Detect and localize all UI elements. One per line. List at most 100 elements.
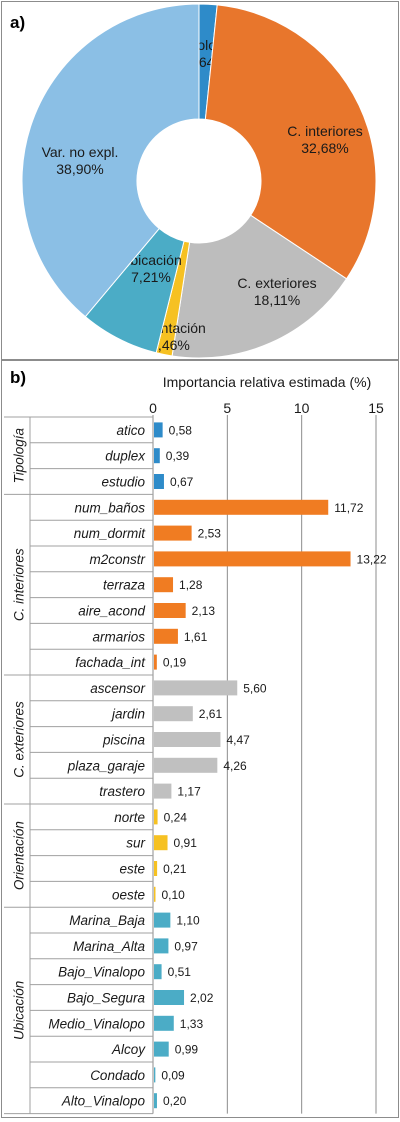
bar (154, 499, 329, 515)
data-label: 4,26 (223, 759, 247, 773)
category-label: norte (114, 810, 145, 825)
bar (154, 706, 193, 722)
category-label: Medio_Vinalopo (48, 1016, 145, 1031)
group-label: Ubicación (12, 981, 27, 1040)
data-label: 2,61 (199, 707, 223, 721)
data-label: 0,09 (161, 1068, 185, 1082)
panel-a: a) Tipología 1,64% C. interiores 32,68% C. ex… (1, 1, 399, 360)
category-label: Bajo_Vinalopo (58, 965, 145, 980)
data-label: 1,17 (177, 785, 201, 799)
bar (154, 964, 162, 980)
data-label: 1,61 (184, 630, 208, 644)
category-label: fachada_int (75, 655, 146, 670)
group-label: Orientación (12, 821, 27, 890)
data-label: 0,99 (175, 1043, 199, 1057)
bar (154, 474, 164, 489)
x-tick-label: 0 (149, 400, 157, 416)
bar (154, 757, 218, 773)
category-label: aire_acond (78, 604, 145, 619)
slice-value-label: 1,46% (150, 337, 190, 353)
chart-title: Importancia relativa estimada (%) (163, 374, 372, 390)
bar (154, 1093, 157, 1109)
bar (154, 861, 158, 876)
data-label: 1,10 (176, 914, 200, 928)
category-label: num_dormit (74, 526, 147, 541)
category-label: Marina_Baja (69, 913, 145, 928)
bar (154, 1067, 156, 1083)
bar (154, 603, 186, 618)
category-label: este (119, 862, 145, 877)
category-label: sur (126, 836, 145, 851)
bar (154, 448, 160, 464)
bar (154, 1015, 174, 1031)
bar (154, 1041, 169, 1057)
pie-slice (171, 214, 348, 359)
group-label: Tipología (12, 428, 27, 484)
category-label: trastero (99, 784, 145, 799)
data-label: 1,28 (179, 578, 203, 592)
data-label: 0,97 (174, 939, 198, 953)
slice-name-label: C. interiores (287, 123, 362, 139)
category-label: Alcoy (111, 1042, 146, 1057)
data-label: 0,67 (170, 475, 194, 489)
group-label: C. interiores (12, 548, 27, 621)
data-label: 0,58 (169, 423, 193, 437)
data-label: 0,91 (174, 836, 198, 850)
bar (154, 654, 157, 670)
bar (154, 938, 169, 954)
bar (154, 680, 238, 696)
data-label: 2,13 (192, 604, 216, 618)
category-label: atico (116, 423, 145, 438)
category-label: m2constr (89, 552, 145, 567)
category-label: plaza_garaje (67, 758, 145, 773)
data-label: 0,51 (168, 965, 192, 979)
data-label: 0,39 (166, 449, 190, 463)
x-tick-label: 5 (223, 400, 231, 416)
x-tick-label: 15 (368, 400, 384, 416)
category-label: terraza (103, 578, 146, 593)
category-label: piscina (102, 733, 146, 748)
data-label: 4,47 (226, 733, 250, 747)
data-label: 1,33 (180, 1017, 204, 1031)
bar (154, 990, 185, 1005)
bar (154, 525, 192, 541)
slice-name-label: Var. no expl. (42, 144, 119, 160)
category-label: Marina_Alta (73, 939, 146, 954)
category-label: estudio (101, 475, 145, 490)
slice-value-label: 7,21% (131, 269, 171, 285)
group-label: C. exteriores (12, 701, 27, 778)
category-label: Condado (90, 1068, 145, 1083)
data-label: 0,19 (163, 656, 187, 670)
category-label: ascensor (90, 681, 145, 696)
category-label: Bajo_Segura (67, 991, 146, 1006)
bar-chart: b) Importancia relativa estimada (%) 0 5 10 1… (4, 368, 387, 1115)
category-label: armarios (92, 629, 145, 644)
category-label: oeste (112, 887, 145, 902)
bar (154, 732, 221, 747)
data-label: 2,53 (198, 527, 222, 541)
data-label: 0,21 (163, 862, 187, 876)
pie-slice (204, 4, 377, 280)
slice-value-label: 18,11% (254, 292, 300, 308)
bar (154, 886, 156, 902)
panel-b-label: b) (10, 368, 26, 387)
bar (154, 809, 158, 825)
slice-name-label: C. exteriores (237, 275, 316, 291)
bar (154, 551, 351, 567)
data-label: 2,02 (190, 991, 214, 1005)
category-label: duplex (105, 449, 146, 464)
data-label: 13,22 (357, 552, 387, 566)
data-label: 0,10 (161, 888, 185, 902)
bar (154, 912, 171, 928)
category-label: Alto_Vinalopo (61, 1094, 146, 1109)
category-label: num_baños (74, 500, 145, 515)
x-tick-label: 10 (294, 400, 310, 416)
bar (154, 783, 172, 799)
data-label: 11,72 (334, 501, 363, 515)
bar (154, 835, 168, 851)
category-label: jardin (110, 707, 145, 722)
data-label: 0,20 (163, 1094, 187, 1108)
bar (154, 628, 178, 644)
